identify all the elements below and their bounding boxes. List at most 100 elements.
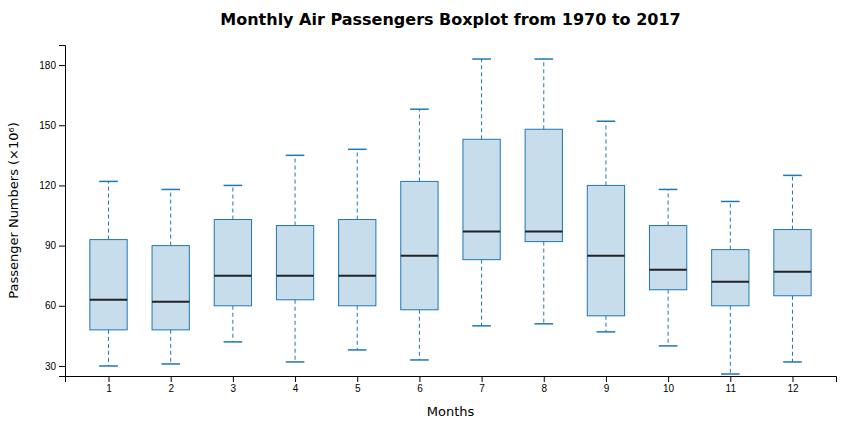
x-tick: 4	[293, 376, 299, 394]
x-tick: 9	[604, 376, 610, 394]
whisker-high	[232, 185, 233, 219]
x-axis: 123456789101112	[66, 376, 837, 394]
cap-high	[659, 189, 678, 191]
x-tick: 1	[106, 376, 112, 394]
x-tick-label: 3	[231, 383, 237, 394]
median	[525, 231, 562, 233]
box	[90, 240, 127, 330]
cap-low	[161, 363, 180, 365]
whisker-high	[419, 109, 420, 181]
whisker-low	[357, 306, 358, 350]
cap-low	[348, 349, 367, 351]
box-group	[276, 155, 313, 362]
cap-low	[597, 331, 616, 333]
cap-high	[410, 108, 429, 110]
box-group	[401, 109, 438, 360]
x-tick-mark	[419, 376, 420, 382]
box	[774, 230, 811, 296]
chart: 123456789101112306090120150180Monthly Ai…	[0, 0, 861, 426]
x-axis-line	[66, 377, 837, 383]
whisker-high	[792, 175, 793, 229]
box-group	[90, 181, 127, 366]
x-tick-mark	[792, 376, 793, 382]
cap-low	[286, 361, 305, 363]
x-tick-label: 10	[663, 383, 675, 394]
whisker-low	[170, 330, 171, 364]
x-tick-label: 9	[604, 383, 610, 394]
whisker-low	[232, 306, 233, 342]
x-tick-label: 2	[168, 383, 174, 394]
whisker-high	[108, 181, 109, 239]
x-axis-title: Months	[427, 404, 475, 419]
x-tick-mark	[730, 376, 731, 382]
x-tick-mark	[482, 376, 483, 382]
box	[339, 220, 376, 306]
x-tick-label: 5	[355, 383, 361, 394]
median	[463, 231, 500, 233]
box-group	[152, 189, 189, 364]
y-tick-label: 90	[45, 240, 57, 251]
median	[90, 299, 127, 301]
cap-high	[224, 185, 243, 187]
box	[587, 185, 624, 315]
y-tick-mark	[59, 65, 65, 66]
cap-high	[783, 175, 802, 177]
median	[774, 271, 811, 273]
x-tick-label: 8	[541, 383, 547, 394]
whisker-low	[295, 300, 296, 362]
x-tick-mark	[295, 376, 296, 382]
box-group	[649, 189, 686, 345]
x-tick: 3	[231, 376, 237, 394]
y-tick-mark	[59, 125, 65, 126]
x-tick-mark	[171, 376, 172, 382]
box-group	[339, 149, 376, 350]
y-tick: 150	[39, 120, 65, 131]
cap-low	[99, 365, 118, 367]
cap-high	[99, 181, 118, 183]
cap-low	[534, 323, 553, 325]
y-tick: 120	[39, 180, 65, 191]
x-tick-mark	[668, 376, 669, 382]
box	[649, 226, 686, 290]
y-tick-label: 60	[45, 300, 57, 311]
boxes	[90, 59, 811, 374]
median	[649, 269, 686, 271]
box-group	[463, 59, 500, 326]
cap-low	[472, 325, 491, 327]
y-tick: 90	[45, 240, 65, 251]
whisker-low	[481, 260, 482, 326]
y-tick-label: 180	[39, 60, 56, 71]
box	[401, 181, 438, 309]
cap-low	[721, 373, 740, 375]
whisker-high	[357, 149, 358, 219]
median	[712, 281, 749, 283]
whisker-high	[668, 189, 669, 225]
x-tick: 2	[168, 376, 174, 394]
cap-high	[721, 201, 740, 203]
x-tick-label: 6	[417, 383, 423, 394]
median	[276, 275, 313, 277]
y-tick-label: 120	[39, 180, 56, 191]
y-tick: 60	[45, 300, 65, 311]
cap-low	[410, 359, 429, 361]
x-tick-label: 12	[787, 383, 799, 394]
x-tick: 5	[355, 376, 361, 394]
x-tick: 10	[663, 376, 675, 394]
box	[214, 220, 251, 306]
x-tick-label: 1	[106, 383, 112, 394]
x-tick-mark	[544, 376, 545, 382]
cap-high	[286, 155, 305, 157]
y-tick: 30	[45, 361, 65, 372]
median	[587, 255, 624, 257]
x-tick-label: 7	[479, 383, 485, 394]
box-group	[774, 175, 811, 362]
box-group	[587, 121, 624, 332]
cap-high	[534, 58, 553, 60]
whisker-low	[792, 296, 793, 362]
x-tick: 6	[417, 376, 423, 394]
y-tick-mark	[59, 306, 65, 307]
cap-high	[597, 120, 616, 122]
y-axis-line	[59, 46, 66, 377]
whisker-low	[108, 330, 109, 366]
whisker-low	[605, 316, 606, 332]
